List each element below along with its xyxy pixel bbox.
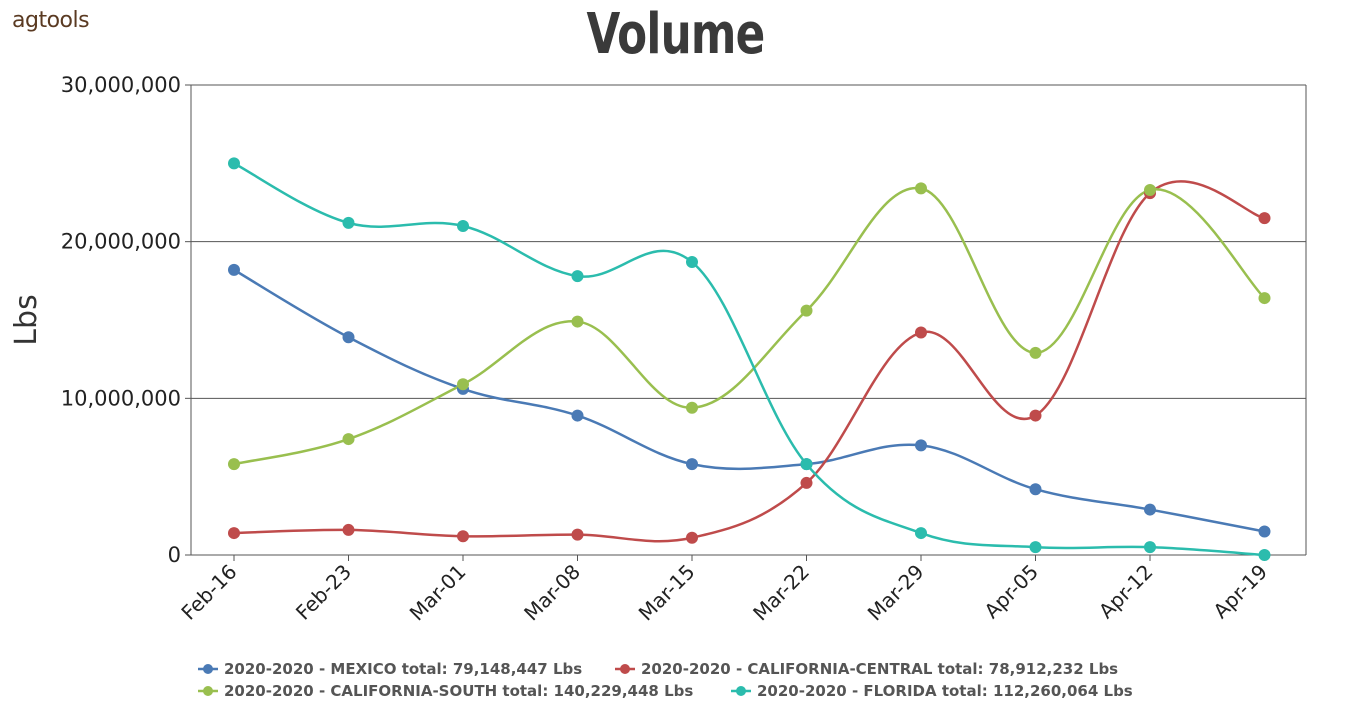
x-tick-label: Feb-16 xyxy=(176,560,241,625)
data-point[interactable] xyxy=(571,315,584,328)
series-line xyxy=(233,162,1265,557)
data-point[interactable] xyxy=(571,270,584,283)
x-tick-label: Feb-23 xyxy=(291,560,356,625)
data-point[interactable] xyxy=(342,433,355,446)
data-point[interactable] xyxy=(228,527,240,540)
x-tick-label: Mar-08 xyxy=(519,560,585,626)
data-point[interactable] xyxy=(915,439,927,452)
x-tick-label: Mar-01 xyxy=(405,560,471,626)
data-point[interactable] xyxy=(915,527,927,540)
data-point[interactable] xyxy=(686,531,698,544)
chart-title: Volume xyxy=(586,2,766,67)
data-point[interactable] xyxy=(457,220,469,232)
series-line xyxy=(233,180,1265,543)
y-axis-label: Lbs xyxy=(9,294,44,345)
y-tick-labels: 0 10,000,000 20,000,000 30,000,000 xyxy=(61,73,181,567)
legend-swatch-marker xyxy=(736,686,746,696)
data-point[interactable] xyxy=(457,530,469,543)
legend-swatch-marker xyxy=(203,664,213,674)
y-tick-label: 20,000,000 xyxy=(61,230,181,254)
data-point[interactable] xyxy=(1144,183,1156,196)
data-point[interactable] xyxy=(686,401,698,414)
legend-label: 2020-2020 - CALIFORNIA-CENTRAL total: 78… xyxy=(641,660,1118,678)
data-point[interactable] xyxy=(915,326,927,339)
data-point[interactable] xyxy=(686,256,698,269)
data-point[interactable] xyxy=(228,458,240,471)
data-point[interactable] xyxy=(915,182,927,195)
legend-swatch-marker xyxy=(620,664,630,674)
x-tick-label: Apr-05 xyxy=(979,560,1043,624)
data-point[interactable] xyxy=(342,331,355,344)
data-point[interactable] xyxy=(571,409,584,422)
data-point[interactable] xyxy=(1258,525,1271,538)
data-point[interactable] xyxy=(228,157,240,170)
data-point[interactable] xyxy=(1029,483,1042,496)
series-lines xyxy=(233,162,1266,557)
data-point[interactable] xyxy=(1258,292,1271,305)
data-point[interactable] xyxy=(571,528,584,541)
data-point[interactable] xyxy=(1144,541,1156,554)
y-tick-label: 0 xyxy=(168,543,181,567)
legend-item[interactable]: 2020-2020 - MEXICO total: 79,148,447 Lbs xyxy=(198,660,582,678)
data-point[interactable] xyxy=(1258,549,1271,561)
series-line xyxy=(233,186,1266,466)
legend-label: 2020-2020 - CALIFORNIA-SOUTH total: 140,… xyxy=(224,682,693,700)
legend-swatch-marker xyxy=(203,686,213,696)
x-tick-label: Mar-15 xyxy=(634,560,700,626)
data-point[interactable] xyxy=(1029,409,1042,422)
data-point[interactable] xyxy=(1029,541,1042,554)
data-point[interactable] xyxy=(342,523,355,536)
x-tick-label: Apr-12 xyxy=(1094,560,1158,624)
axes xyxy=(185,84,1307,561)
data-point[interactable] xyxy=(1029,346,1042,359)
x-tick-label: Mar-22 xyxy=(748,560,814,626)
data-point[interactable] xyxy=(686,458,698,471)
data-point[interactable] xyxy=(228,263,240,276)
data-point[interactable] xyxy=(1144,503,1156,516)
y-tick-label: 10,000,000 xyxy=(61,386,181,410)
legend-item[interactable]: 2020-2020 - CALIFORNIA-SOUTH total: 140,… xyxy=(198,682,693,700)
data-point[interactable] xyxy=(1258,212,1271,225)
y-tick-label: 30,000,000 xyxy=(61,73,181,97)
data-point[interactable] xyxy=(800,458,813,471)
series-points xyxy=(228,157,1271,561)
legend-label: 2020-2020 - FLORIDA total: 112,260,064 L… xyxy=(757,682,1133,700)
x-tick-label: Apr-19 xyxy=(1208,560,1272,624)
data-point[interactable] xyxy=(800,476,813,489)
x-tick-label: Mar-29 xyxy=(863,560,929,626)
x-tick-labels: Feb-16 Feb-23 Mar-01 Mar-08 Mar-15 Mar-22 Mar-… xyxy=(176,560,1272,626)
series-line xyxy=(233,268,1265,533)
legend: 2020-2020 - MEXICO total: 79,148,447 Lbs… xyxy=(198,660,1133,700)
data-point[interactable] xyxy=(342,216,355,229)
agtools-logo: agtools xyxy=(12,8,90,33)
legend-label: 2020-2020 - MEXICO total: 79,148,447 Lbs xyxy=(224,660,582,678)
legend-item[interactable]: 2020-2020 - FLORIDA total: 112,260,064 L… xyxy=(731,682,1133,700)
data-point[interactable] xyxy=(457,378,469,391)
data-point[interactable] xyxy=(800,304,813,317)
legend-item[interactable]: 2020-2020 - CALIFORNIA-CENTRAL total: 78… xyxy=(615,660,1118,678)
grid-lines xyxy=(191,84,1306,399)
